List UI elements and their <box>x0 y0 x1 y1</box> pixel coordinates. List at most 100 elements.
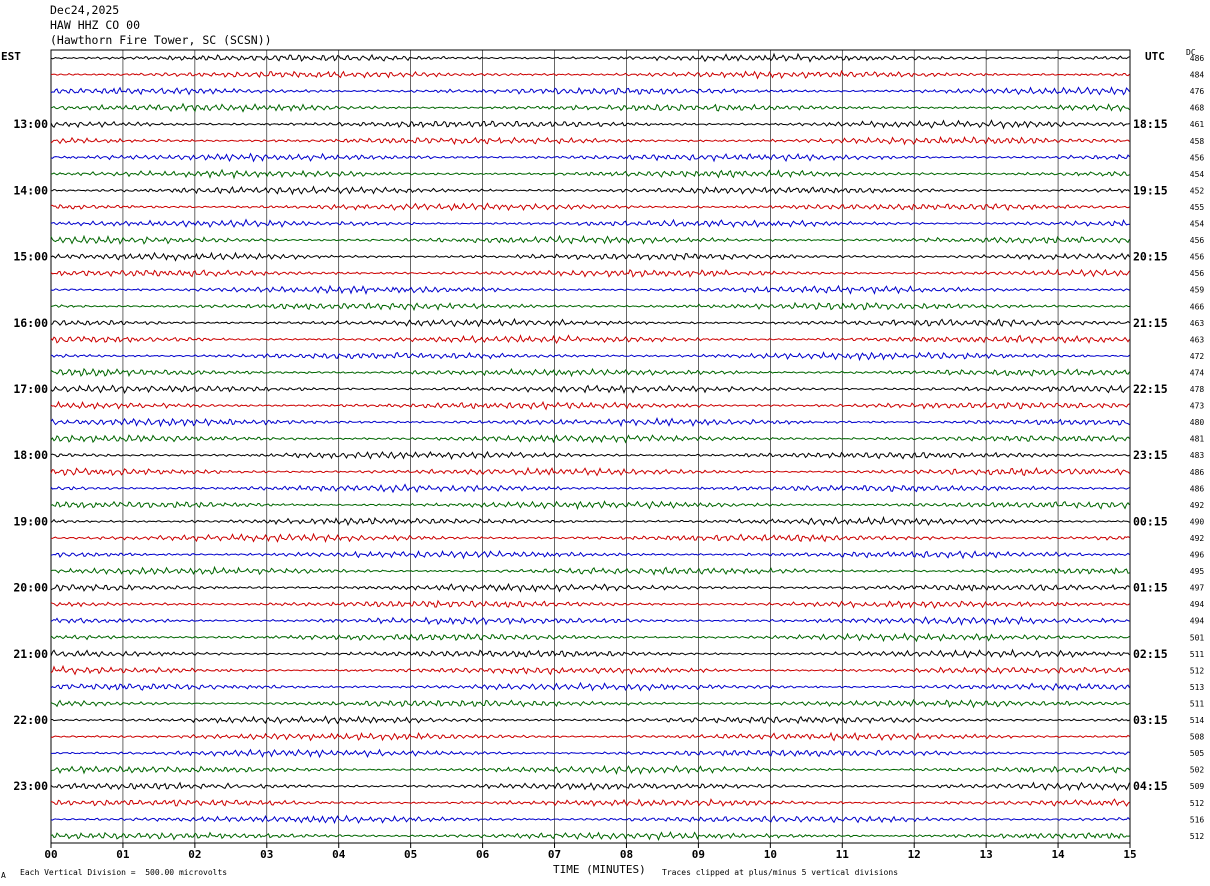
dc-offset-label: 512 <box>1190 799 1205 808</box>
trace-line <box>50 317 1130 328</box>
trace-line <box>50 251 1130 262</box>
utc-axis-label: UTC <box>1145 50 1165 63</box>
dc-offset-label: 456 <box>1190 269 1205 278</box>
est-hour-label: 13:00 <box>13 117 48 131</box>
dc-offset-label: 480 <box>1190 418 1205 427</box>
utc-hour-label: 22:15 <box>1133 382 1168 396</box>
utc-hour-label: 01:15 <box>1133 581 1168 595</box>
dc-label: DC <box>1186 48 1196 57</box>
trace-line <box>50 632 1130 643</box>
x-axis-title: TIME (MINUTES) <box>553 863 646 876</box>
x-tick-label: 04 <box>332 848 346 861</box>
dc-offset-label: 478 <box>1190 385 1205 394</box>
trace-line <box>50 450 1130 460</box>
trace-line <box>51 69 1130 80</box>
dc-offset-label: 454 <box>1190 220 1205 229</box>
clip-note: Traces clipped at plus/minus 5 vertical … <box>662 868 899 877</box>
trace-line <box>50 764 1130 776</box>
dc-offset-label: 486 <box>1190 468 1205 477</box>
est-hour-label: 23:00 <box>13 779 48 793</box>
trace-line <box>50 664 1130 676</box>
trace-line <box>50 384 1130 394</box>
dc-offset-label: 466 <box>1190 302 1205 311</box>
trace-line <box>50 119 1130 130</box>
trace-line <box>50 102 1130 113</box>
x-tick-label: 03 <box>260 848 273 861</box>
trace-line <box>50 268 1130 278</box>
trace-line <box>50 731 1130 742</box>
x-tick-label: 11 <box>836 848 850 861</box>
trace-line <box>50 830 1130 842</box>
trace-line <box>50 168 1130 180</box>
dc-offset-label: 494 <box>1190 617 1205 626</box>
est-hour-label: 20:00 <box>13 581 48 595</box>
est-hour-label: 14:00 <box>13 183 48 197</box>
trace-line <box>50 466 1130 477</box>
trace-line <box>50 52 1130 63</box>
utc-hour-label: 18:15 <box>1133 117 1168 131</box>
utc-hour-label: 20:15 <box>1133 250 1168 264</box>
dc-offset-label: 481 <box>1190 435 1205 444</box>
dc-offset-label: 513 <box>1190 683 1205 692</box>
dc-offset-label: 512 <box>1190 832 1205 841</box>
est-hour-label: 18:00 <box>13 448 48 462</box>
dc-offset-label: 455 <box>1190 203 1205 212</box>
est-axis-label: EST <box>1 50 21 63</box>
utc-hour-label: 04:15 <box>1133 779 1168 793</box>
dc-offset-label: 468 <box>1190 104 1205 113</box>
trace-line <box>50 334 1130 345</box>
dc-offset-label: 509 <box>1190 782 1205 791</box>
trace-line <box>50 351 1130 362</box>
x-tick-label: 00 <box>44 848 57 861</box>
est-hour-label: 21:00 <box>13 647 48 661</box>
utc-hour-label: 23:15 <box>1133 448 1168 462</box>
x-tick-label: 08 <box>620 848 633 861</box>
est-hour-label: 15:00 <box>13 250 48 264</box>
trace-line <box>50 681 1130 692</box>
dc-offset-label: 514 <box>1190 716 1205 725</box>
dc-offset-label: 459 <box>1190 286 1205 295</box>
dc-offset-label: 484 <box>1190 71 1205 80</box>
trace-line <box>51 748 1130 759</box>
trace-line <box>50 185 1130 196</box>
est-hour-label: 19:00 <box>13 514 48 528</box>
utc-hour-label: 00:15 <box>1133 514 1168 528</box>
dc-offset-label: 474 <box>1190 368 1205 377</box>
trace-line <box>50 565 1130 576</box>
trace-line <box>50 284 1130 295</box>
trace-line <box>50 367 1130 378</box>
trace-lines <box>50 52 1130 842</box>
dc-offset-label: 454 <box>1190 170 1205 179</box>
dc-offset-label: 496 <box>1190 551 1205 560</box>
dc-offset-label: 452 <box>1190 186 1205 195</box>
dc-offset-label: 456 <box>1190 253 1205 262</box>
trace-line <box>50 483 1130 494</box>
dc-offset-label: 494 <box>1190 600 1205 609</box>
dc-offset-label: 492 <box>1190 534 1205 543</box>
trace-line <box>50 86 1130 96</box>
dc-offset-label: 486 <box>1190 54 1205 63</box>
x-tick-label: 02 <box>188 848 201 861</box>
x-tick-label: 09 <box>692 848 705 861</box>
x-tick-label: 15 <box>1123 848 1136 861</box>
dc-offset-label: 463 <box>1190 319 1205 328</box>
dc-offset-label: 501 <box>1190 633 1205 642</box>
trace-line <box>50 234 1130 245</box>
dc-offset-label: 508 <box>1190 733 1205 742</box>
trace-line <box>50 152 1130 163</box>
dc-offset-label: 486 <box>1190 484 1205 493</box>
trace-line <box>50 301 1130 312</box>
trace-line <box>50 434 1130 444</box>
dc-offset-label: 490 <box>1190 517 1205 526</box>
trace-line <box>50 218 1130 229</box>
plot-frame <box>50 49 1131 844</box>
trace-line <box>50 500 1130 511</box>
x-tick-label: 05 <box>404 848 417 861</box>
est-hour-label: 16:00 <box>13 316 48 330</box>
header-station: HAW HHZ CO 00 <box>50 18 141 32</box>
dc-offset-label: 463 <box>1190 335 1205 344</box>
dc-offset-label: 456 <box>1190 153 1205 162</box>
trace-line <box>50 202 1130 212</box>
dc-offset-label: 512 <box>1190 666 1205 675</box>
